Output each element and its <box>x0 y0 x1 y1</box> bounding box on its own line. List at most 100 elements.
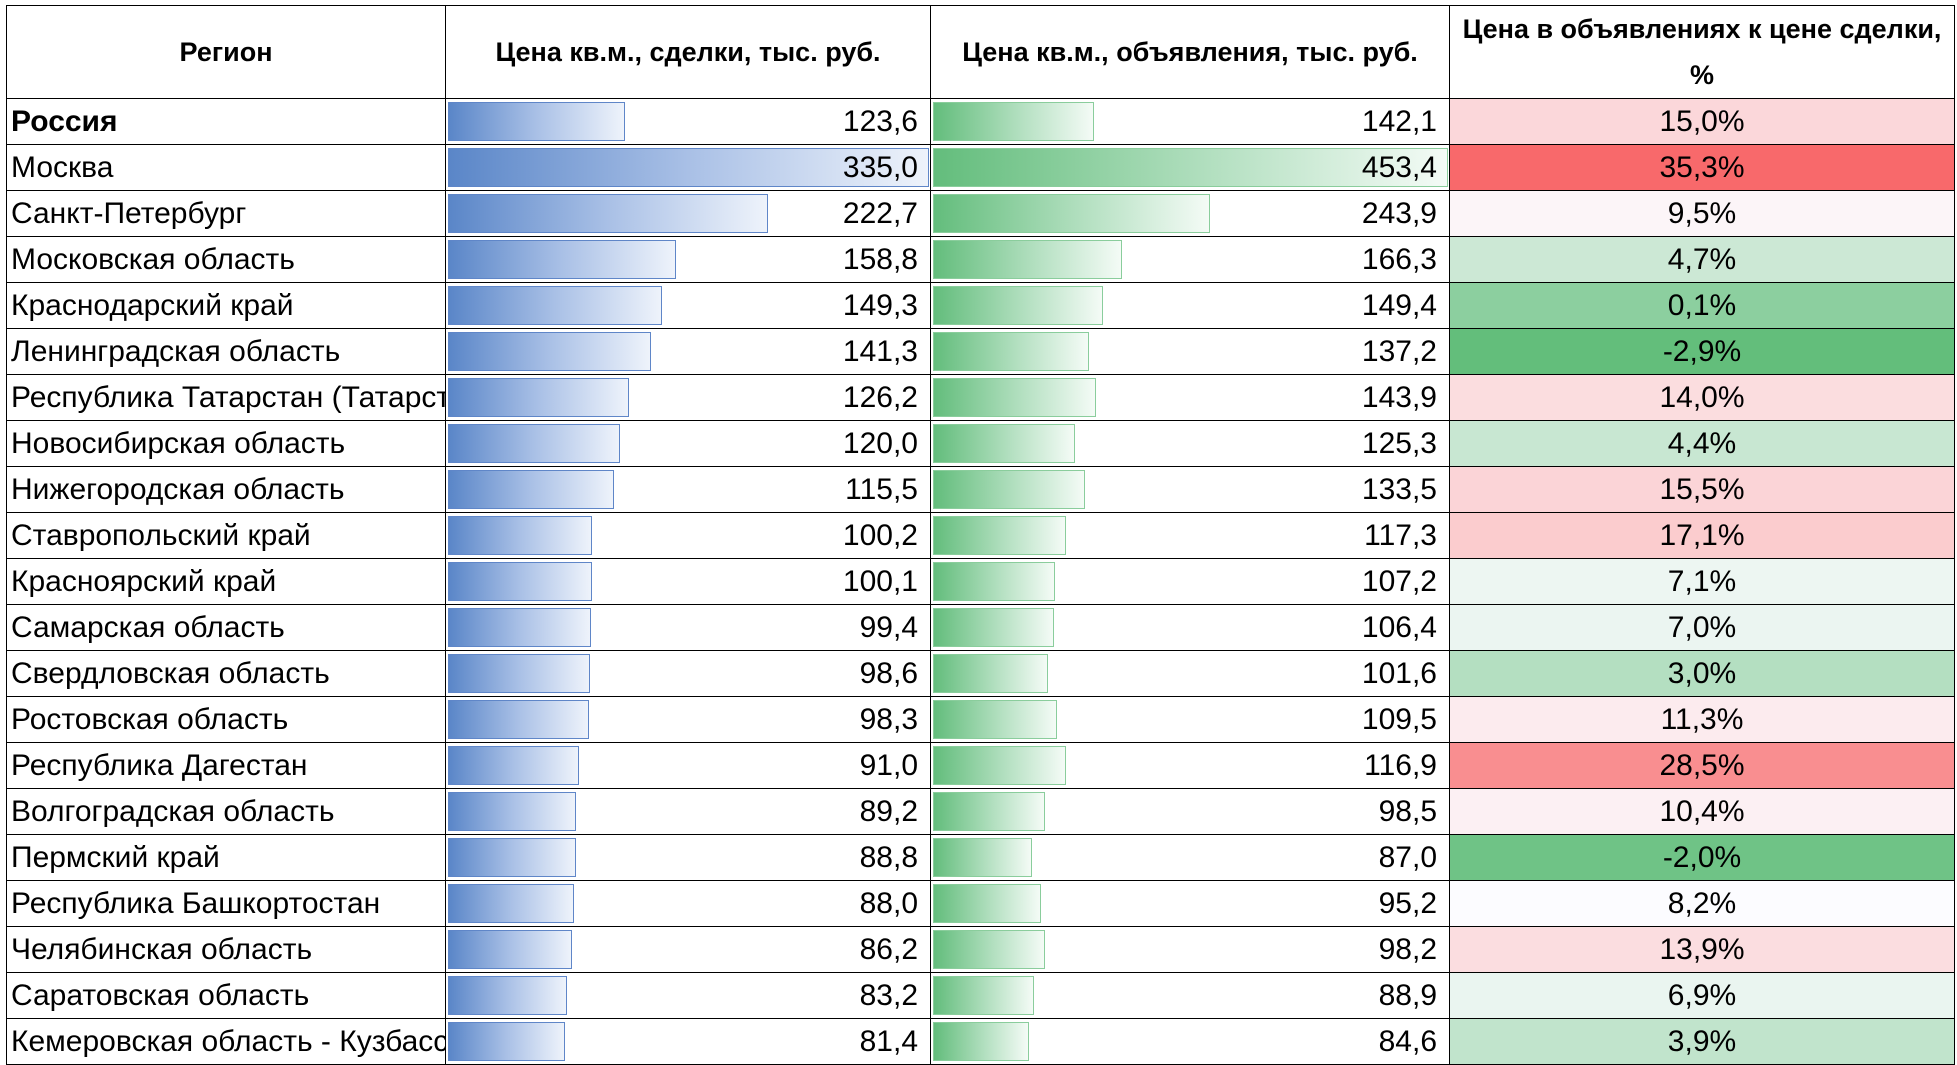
cell-deal-price[interactable]: 120,0 <box>445 420 931 467</box>
cell-deal-price[interactable]: 158,8 <box>445 236 931 283</box>
cell-deal-price[interactable]: 115,5 <box>445 466 931 513</box>
ad-price-databar <box>933 700 1057 739</box>
cell-deal-price[interactable]: 222,7 <box>445 190 931 237</box>
ad-price-databar <box>933 792 1045 831</box>
cell-ratio[interactable]: 7,1% <box>1449 558 1955 605</box>
cell-deal-price[interactable]: 88,8 <box>445 834 931 881</box>
deal-price-value: 89,2 <box>859 795 918 828</box>
cell-deal-price[interactable]: 149,3 <box>445 282 931 329</box>
deal-price-databar <box>448 976 567 1015</box>
cell-deal-price[interactable]: 141,3 <box>445 328 931 375</box>
cell-ratio[interactable]: 10,4% <box>1449 788 1955 835</box>
cell-ratio[interactable]: 4,7% <box>1449 236 1955 283</box>
cell-ratio[interactable]: 28,5% <box>1449 742 1955 789</box>
cell-region[interactable]: Республика Дагестан <box>6 742 446 789</box>
cell-deal-price[interactable]: 98,6 <box>445 650 931 697</box>
cell-ad-price[interactable]: 117,3 <box>930 512 1450 559</box>
cell-ratio[interactable]: 35,3% <box>1449 144 1955 191</box>
cell-deal-price[interactable]: 81,4 <box>445 1018 931 1065</box>
cell-ad-price[interactable]: 107,2 <box>930 558 1450 605</box>
cell-region[interactable]: Ленинградская область <box>6 328 446 375</box>
cell-ad-price[interactable]: 98,5 <box>930 788 1450 835</box>
cell-ratio[interactable]: 11,3% <box>1449 696 1955 743</box>
cell-ratio[interactable]: 13,9% <box>1449 926 1955 973</box>
cell-ad-price[interactable]: 137,2 <box>930 328 1450 375</box>
cell-ad-price[interactable]: 143,9 <box>930 374 1450 421</box>
cell-ad-price[interactable]: 166,3 <box>930 236 1450 283</box>
cell-region[interactable]: Самарская область <box>6 604 446 651</box>
cell-ad-price[interactable]: 95,2 <box>930 880 1450 927</box>
header-deal-price[interactable]: Цена кв.м., сделки, тыс. руб. <box>445 5 931 99</box>
cell-region[interactable]: Ставропольский край <box>6 512 446 559</box>
table-row: Краснодарский край 149,3 149,4 0,1% <box>6 282 1955 329</box>
cell-ratio[interactable]: 3,0% <box>1449 650 1955 697</box>
cell-ratio[interactable]: 0,1% <box>1449 282 1955 329</box>
cell-region[interactable]: Россия <box>6 98 446 145</box>
cell-deal-price[interactable]: 86,2 <box>445 926 931 973</box>
cell-region[interactable]: Новосибирская область <box>6 420 446 467</box>
cell-ad-price[interactable]: 87,0 <box>930 834 1450 881</box>
cell-ad-price[interactable]: 133,5 <box>930 466 1450 513</box>
cell-ad-price[interactable]: 142,1 <box>930 98 1450 145</box>
cell-region[interactable]: Московская область <box>6 236 446 283</box>
cell-ratio[interactable]: 8,2% <box>1449 880 1955 927</box>
cell-region[interactable]: Нижегородская область <box>6 466 446 513</box>
cell-region[interactable]: Челябинская область <box>6 926 446 973</box>
deal-price-databar <box>448 424 620 463</box>
cell-ratio[interactable]: 7,0% <box>1449 604 1955 651</box>
cell-ad-price[interactable]: 88,9 <box>930 972 1450 1019</box>
cell-ratio[interactable]: -2,0% <box>1449 834 1955 881</box>
table-header: Регион Цена кв.м., сделки, тыс. руб. Цен… <box>6 5 1955 99</box>
header-ad-price[interactable]: Цена кв.м., объявления, тыс. руб. <box>930 5 1450 99</box>
cell-deal-price[interactable]: 89,2 <box>445 788 931 835</box>
cell-region[interactable]: Москва <box>6 144 446 191</box>
cell-ad-price[interactable]: 125,3 <box>930 420 1450 467</box>
cell-region[interactable]: Республика Башкортостан <box>6 880 446 927</box>
cell-deal-price[interactable]: 98,3 <box>445 696 931 743</box>
cell-region[interactable]: Красноярский край <box>6 558 446 605</box>
cell-ad-price[interactable]: 98,2 <box>930 926 1450 973</box>
cell-deal-price[interactable]: 88,0 <box>445 880 931 927</box>
cell-ratio[interactable]: 3,9% <box>1449 1018 1955 1065</box>
header-ratio[interactable]: Цена в объявлениях к цене сделки, % <box>1449 5 1955 99</box>
cell-region[interactable]: Кемеровская область - Кузбасс <box>6 1018 446 1065</box>
cell-region[interactable]: Волгоградская область <box>6 788 446 835</box>
cell-deal-price[interactable]: 83,2 <box>445 972 931 1019</box>
cell-ad-price[interactable]: 109,5 <box>930 696 1450 743</box>
cell-region[interactable]: Пермский край <box>6 834 446 881</box>
cell-deal-price[interactable]: 100,2 <box>445 512 931 559</box>
region-price-table: Регион Цена кв.м., сделки, тыс. руб. Цен… <box>6 5 1955 1065</box>
cell-ratio[interactable]: -2,9% <box>1449 328 1955 375</box>
cell-ratio[interactable]: 15,0% <box>1449 98 1955 145</box>
cell-region[interactable]: Свердловская область <box>6 650 446 697</box>
cell-region[interactable]: Краснодарский край <box>6 282 446 329</box>
cell-ad-price[interactable]: 243,9 <box>930 190 1450 237</box>
cell-ad-price[interactable]: 106,4 <box>930 604 1450 651</box>
cell-region[interactable]: Ростовская область <box>6 696 446 743</box>
deal-price-databar <box>448 470 614 509</box>
ad-price-databar <box>933 332 1089 371</box>
cell-ad-price[interactable]: 453,4 <box>930 144 1450 191</box>
cell-deal-price[interactable]: 99,4 <box>445 604 931 651</box>
cell-ad-price[interactable]: 149,4 <box>930 282 1450 329</box>
cell-deal-price[interactable]: 126,2 <box>445 374 931 421</box>
cell-ratio[interactable]: 9,5% <box>1449 190 1955 237</box>
cell-ad-price[interactable]: 101,6 <box>930 650 1450 697</box>
cell-ratio[interactable]: 15,5% <box>1449 466 1955 513</box>
cell-deal-price[interactable]: 123,6 <box>445 98 931 145</box>
cell-ratio[interactable]: 6,9% <box>1449 972 1955 1019</box>
cell-ad-price[interactable]: 116,9 <box>930 742 1450 789</box>
cell-ratio[interactable]: 14,0% <box>1449 374 1955 421</box>
ad-price-databar <box>933 194 1210 233</box>
cell-ad-price[interactable]: 84,6 <box>930 1018 1450 1065</box>
cell-region[interactable]: Санкт-Петербург <box>6 190 446 237</box>
cell-ratio[interactable]: 4,4% <box>1449 420 1955 467</box>
cell-region[interactable]: Саратовская область <box>6 972 446 1019</box>
cell-deal-price[interactable]: 91,0 <box>445 742 931 789</box>
cell-deal-price[interactable]: 335,0 <box>445 144 931 191</box>
header-region[interactable]: Регион <box>6 5 446 99</box>
cell-deal-price[interactable]: 100,1 <box>445 558 931 605</box>
cell-region[interactable]: Республика Татарстан (Татарстан) <box>6 374 446 421</box>
ad-price-value: 101,6 <box>1361 657 1437 690</box>
cell-ratio[interactable]: 17,1% <box>1449 512 1955 559</box>
